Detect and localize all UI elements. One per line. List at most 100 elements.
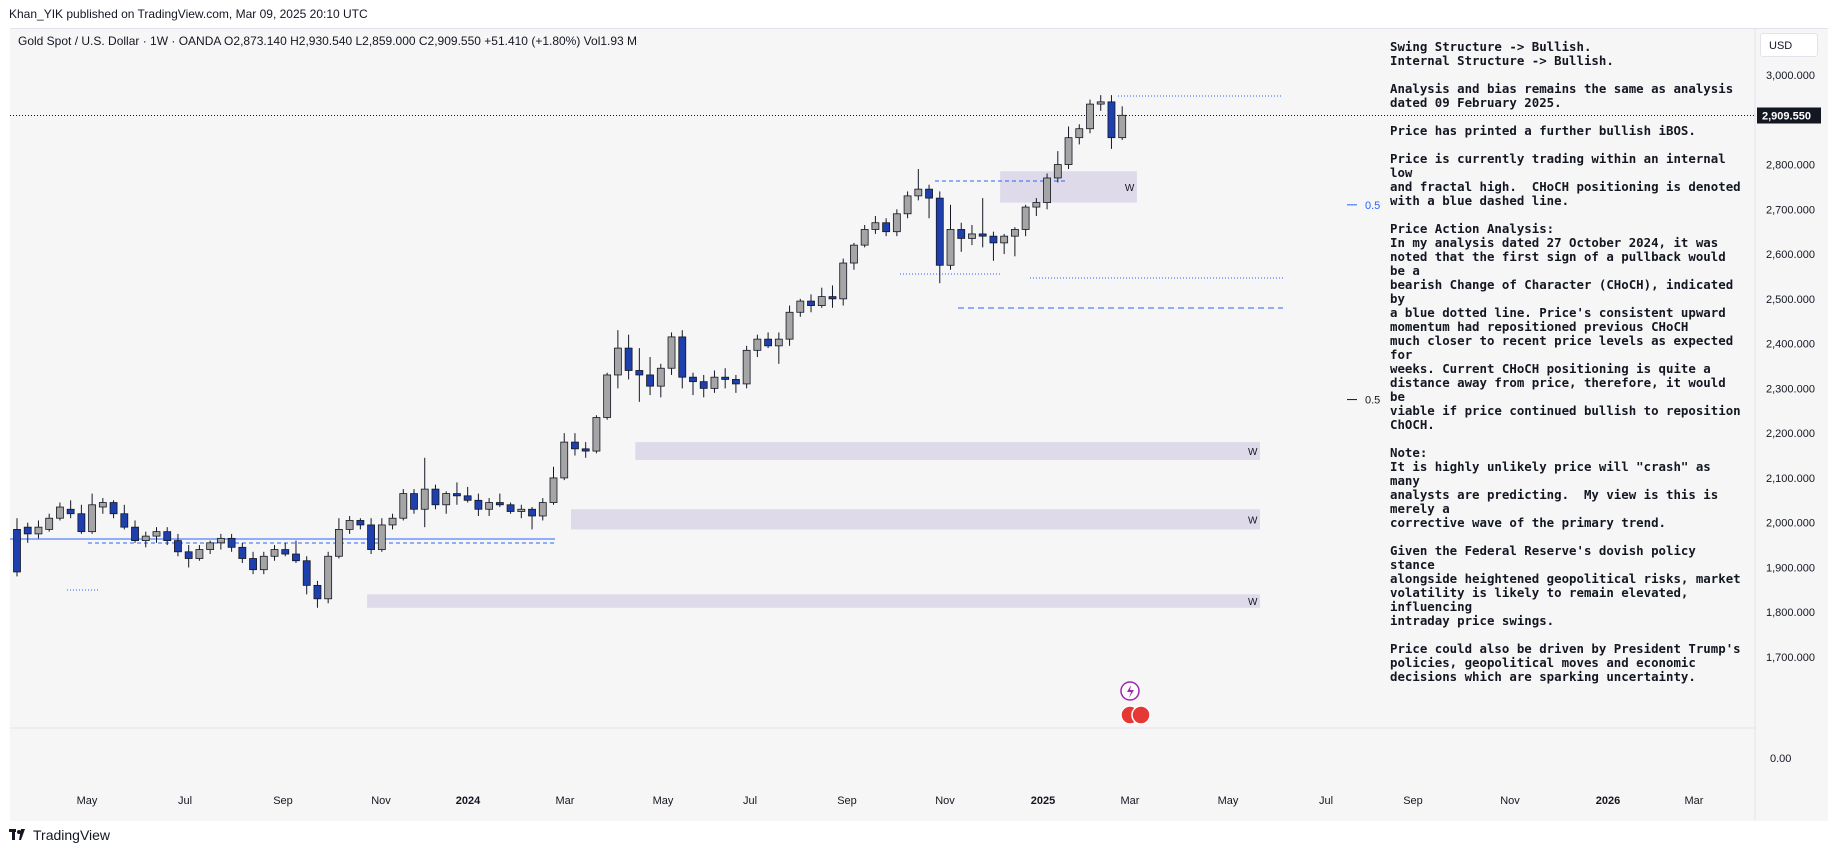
- candle: [989, 231, 998, 261]
- x-tick-label: Nov: [935, 795, 955, 807]
- candle-body: [549, 477, 558, 503]
- candle: [56, 502, 64, 521]
- candle-body: [302, 560, 311, 586]
- candle-body: [860, 229, 869, 246]
- candle: [624, 334, 633, 380]
- note-paragraph: Analysis and bias remains the same as an…: [1390, 81, 1734, 110]
- candle-body: [538, 502, 547, 517]
- candle: [603, 372, 612, 420]
- candle: [710, 370, 719, 393]
- candle-body: [903, 195, 912, 215]
- candle-body: [88, 504, 97, 533]
- candle: [131, 520, 139, 543]
- candle: [195, 545, 204, 561]
- candle-body: [689, 376, 697, 383]
- candle-body: [163, 531, 172, 542]
- candle-body: [442, 493, 451, 506]
- candle: [581, 442, 590, 458]
- candle-body: [98, 502, 107, 508]
- x-tick-label: 2026: [1596, 795, 1620, 807]
- candle: [1086, 99, 1094, 134]
- candle-body: [1053, 164, 1062, 179]
- candle-body: [56, 506, 64, 519]
- candle: [560, 433, 569, 481]
- candle-body: [978, 233, 987, 237]
- candle-body: [77, 513, 86, 533]
- candle: [227, 533, 236, 552]
- candle: [45, 513, 54, 532]
- candle: [742, 345, 751, 389]
- candle: [163, 527, 172, 546]
- footer: TradingView: [0, 820, 1835, 849]
- candle: [699, 374, 708, 398]
- y-tick-label: 1,900.000: [1766, 562, 1815, 574]
- candle: [817, 287, 826, 308]
- candle: [13, 518, 21, 577]
- x-tick-label: 2025: [1031, 795, 1055, 807]
- demand-zone: [367, 594, 1261, 608]
- candle-body: [109, 502, 118, 515]
- candle: [377, 518, 386, 552]
- candle-body: [560, 441, 569, 479]
- candle: [1000, 233, 1009, 255]
- lightning-icon: [1127, 685, 1134, 698]
- analysis-notes: Swing Structure -> Bullish. Internal Str…: [1390, 40, 1745, 698]
- candle-body: [281, 549, 290, 555]
- candle-body: [828, 296, 837, 300]
- candle: [292, 540, 300, 563]
- x-tick-label: Jul: [743, 795, 757, 807]
- candle-body: [195, 549, 204, 559]
- candle: [678, 330, 687, 389]
- candle-body: [1064, 137, 1073, 165]
- candle-body: [882, 222, 891, 233]
- candle: [935, 191, 944, 284]
- candle-body: [656, 367, 665, 387]
- candle-body: [377, 524, 386, 550]
- candle-body: [721, 376, 730, 380]
- candle-body: [517, 508, 526, 512]
- candle-body: [732, 379, 740, 385]
- candle: [238, 542, 247, 563]
- candle-body: [1010, 229, 1019, 237]
- candle: [1053, 151, 1062, 183]
- candle: [968, 224, 976, 246]
- candle: [420, 457, 429, 528]
- candle-body: [66, 508, 75, 515]
- candle-body: [613, 347, 622, 376]
- candle-body: [141, 535, 150, 541]
- candle-body: [1096, 101, 1105, 105]
- candle: [184, 545, 193, 568]
- candle: [721, 368, 730, 389]
- candle: [656, 363, 665, 398]
- candle: [88, 493, 97, 534]
- candle: [270, 545, 279, 561]
- candle-body: [463, 495, 472, 501]
- price-chart[interactable]: W W W W 0.5 0.5 3,000.000 2,800.000 2,700.000 2,6…: [0, 0, 1835, 820]
- candle: [774, 332, 783, 364]
- y-tick-label: 2,100.000: [1766, 473, 1815, 485]
- candle-body: [850, 244, 858, 264]
- candle-body: [249, 558, 257, 571]
- candle: [635, 348, 644, 402]
- candle-body: [313, 584, 322, 600]
- candle-body: [120, 513, 129, 528]
- candle: [313, 580, 322, 608]
- y-tick-label: 1,700.000: [1766, 652, 1815, 664]
- candle-body: [420, 488, 429, 510]
- currency-button[interactable]: USD: [1760, 33, 1818, 57]
- candle-body: [742, 349, 751, 385]
- candle: [549, 466, 558, 505]
- candle: [828, 285, 837, 308]
- x-tick-label: Jul: [178, 795, 192, 807]
- candle-body: [710, 376, 719, 389]
- candle: [689, 372, 697, 396]
- candle-body: [34, 526, 43, 535]
- candle: [1010, 227, 1019, 257]
- candle-body: [774, 338, 783, 347]
- candle-body: [13, 529, 21, 573]
- symbol-legend: Gold Spot / U.S. Dollar · 1W · OANDA O2,…: [18, 34, 638, 48]
- candle: [946, 204, 955, 270]
- chart-area[interactable]: [10, 28, 1828, 821]
- candle: [141, 531, 150, 548]
- candle: [571, 433, 579, 456]
